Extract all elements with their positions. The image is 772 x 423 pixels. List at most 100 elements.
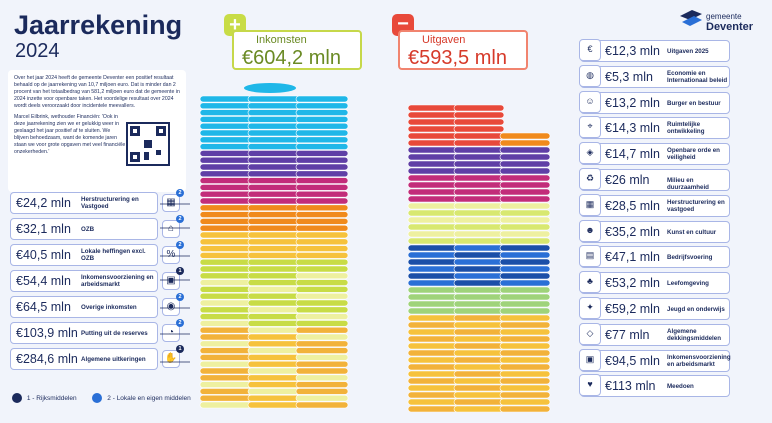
income-coin: [295, 129, 349, 137]
income-coin: [295, 394, 349, 402]
income-coin: [247, 211, 301, 218]
income-coin: [199, 197, 253, 205]
expense-coin: [499, 335, 551, 343]
income-coin: [295, 231, 349, 239]
expense-coin: [453, 300, 505, 308]
income-coin: [199, 190, 253, 198]
income-coin: [199, 245, 253, 252]
income-total-box: Inkomsten €604,2 mln: [232, 30, 362, 70]
expense-coin: [453, 174, 505, 182]
expense-amount: €77 mln: [605, 327, 650, 342]
expense-coin: [453, 230, 505, 238]
expense-name: Algemene dekkingsmiddelen: [667, 327, 721, 342]
expense-coin: [453, 139, 505, 147]
expense-name: Inkomensvoorziening en arbeidsmarkt: [667, 353, 731, 368]
income-coin: [199, 122, 253, 130]
income-coin: [247, 360, 301, 368]
income-coin: [199, 143, 253, 150]
income-name: Putting uit de reserves: [81, 330, 148, 337]
expense-coin: [407, 272, 459, 280]
expense-row: ◈ €14,7 mln Openbare orde en veiligheid: [579, 142, 730, 166]
expense-row: € €12,3 mln Uitgaven 2025: [579, 39, 730, 62]
expense-name: Kunst en cultuur: [667, 228, 717, 236]
expense-amount: €14,7 mln: [605, 147, 660, 162]
expense-coin: [407, 300, 459, 308]
expense-coin: [407, 384, 459, 392]
income-coin: [247, 258, 301, 266]
shield-icon: ◈: [579, 142, 601, 165]
expense-coin: [407, 321, 459, 329]
expense-amount: €12,3 mln: [605, 44, 660, 58]
expense-coin: [499, 139, 551, 147]
document-icon: ▤: [579, 245, 601, 268]
income-coin: [295, 177, 349, 184]
income-coin: [199, 360, 253, 368]
expense-coin: [407, 146, 459, 154]
income-name: Lokale heffingen excl. OZB: [81, 248, 146, 262]
income-coin: [247, 156, 301, 164]
income-coin: [199, 116, 253, 123]
expense-coin: [407, 223, 459, 231]
expense-coin: [407, 195, 459, 203]
expense-row: ♣ €53,2 mln Leefomgeving: [579, 271, 730, 295]
income-coin: [295, 381, 349, 388]
expense-coin: [499, 216, 551, 224]
income-coin: [247, 177, 301, 184]
expense-coin: [453, 223, 505, 231]
expense-amount: €5,3 mln: [605, 69, 653, 84]
expense-coin: [499, 279, 551, 287]
qr-code[interactable]: [126, 122, 170, 166]
expense-coin: [407, 111, 459, 119]
income-coin: [199, 279, 253, 286]
income-coin: [247, 354, 301, 361]
income-coin: [295, 265, 349, 273]
income-row: €284,6 mln Algemene uitkeringen: [10, 348, 158, 370]
income-coin: [199, 367, 253, 375]
legend: 1 - Rijksmiddelen 2 - Lokale en eigen mi…: [12, 393, 191, 403]
expense-coin: [453, 377, 505, 385]
income-coin: [295, 211, 349, 218]
expense-row: ◇ €77 mln Algemene dekkingsmiddelen: [579, 322, 730, 346]
income-coin: [247, 252, 301, 259]
expense-coin: [407, 356, 459, 364]
income-coin: [247, 313, 301, 320]
income-coin: [295, 102, 349, 110]
income-coin: [295, 204, 349, 212]
expense-row: ♥ €113 mln Meedoen: [579, 374, 730, 398]
expense-amount: €94,5 mln: [605, 353, 660, 368]
income-coin: [247, 231, 301, 239]
expense-name: Ruimtelijke ontwikkeling: [667, 121, 705, 136]
expense-coin: [453, 167, 505, 175]
income-coin: [247, 129, 301, 137]
expense-row: ☺ €13,2 mln Burger en bestuur: [579, 90, 730, 114]
income-label: Inkomsten: [256, 34, 307, 46]
income-coin: [247, 333, 301, 341]
income-coin: [199, 306, 253, 314]
income-coin: [199, 299, 253, 307]
income-coin: [295, 272, 349, 280]
income-coin: [295, 190, 349, 198]
expense-row: ▣ €94,5 mln Inkomensvoorziening en arbei…: [579, 348, 731, 372]
legend-item2: 2 - Lokale en eigen middelen: [107, 394, 191, 402]
tree-icon: ♣: [579, 271, 601, 294]
expense-name: Jeugd en onderwijs: [667, 306, 725, 313]
expense-row: ◍ €5,3 mln Economie en Internationaal be…: [579, 64, 730, 88]
expense-coin: [499, 237, 551, 245]
expense-row: ▤ €47,1 mln Bedrijfsvoering: [579, 245, 730, 269]
expense-coin: [499, 258, 551, 266]
income-coin: [199, 95, 253, 103]
income-coin: [295, 258, 349, 266]
income-coin: [247, 238, 301, 246]
expense-coin: [499, 307, 551, 315]
income-coin: [295, 252, 349, 259]
income-amount: €54,4 mln: [16, 274, 71, 288]
income-coin: [199, 218, 253, 225]
income-coin: [247, 299, 301, 307]
expense-coin: [453, 335, 505, 343]
expense-coin: [453, 286, 505, 294]
expense-coin: [453, 314, 505, 322]
expense-coin: [453, 328, 505, 336]
percent-icon: %: [162, 246, 180, 264]
expense-coin: [407, 244, 459, 252]
income-coin: [247, 122, 301, 130]
